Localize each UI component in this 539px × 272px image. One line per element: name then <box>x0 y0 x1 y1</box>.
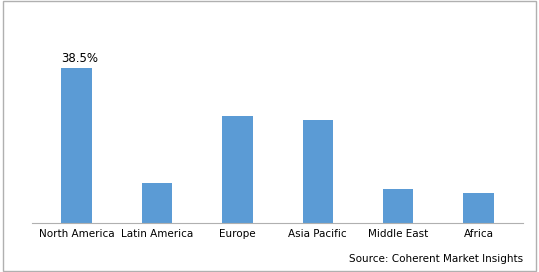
Bar <box>222 116 253 223</box>
Text: 38.5%: 38.5% <box>61 52 98 65</box>
Bar <box>142 183 172 223</box>
Bar <box>302 120 333 223</box>
Bar <box>464 193 494 223</box>
Bar <box>383 189 413 223</box>
Text: Source: Coherent Market Insights: Source: Coherent Market Insights <box>349 254 523 264</box>
Bar <box>61 68 92 223</box>
